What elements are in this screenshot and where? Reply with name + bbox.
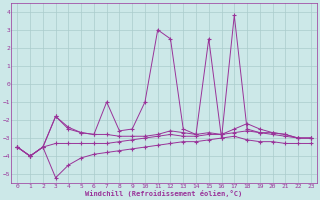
X-axis label: Windchill (Refroidissement éolien,°C): Windchill (Refroidissement éolien,°C) [85,190,243,197]
